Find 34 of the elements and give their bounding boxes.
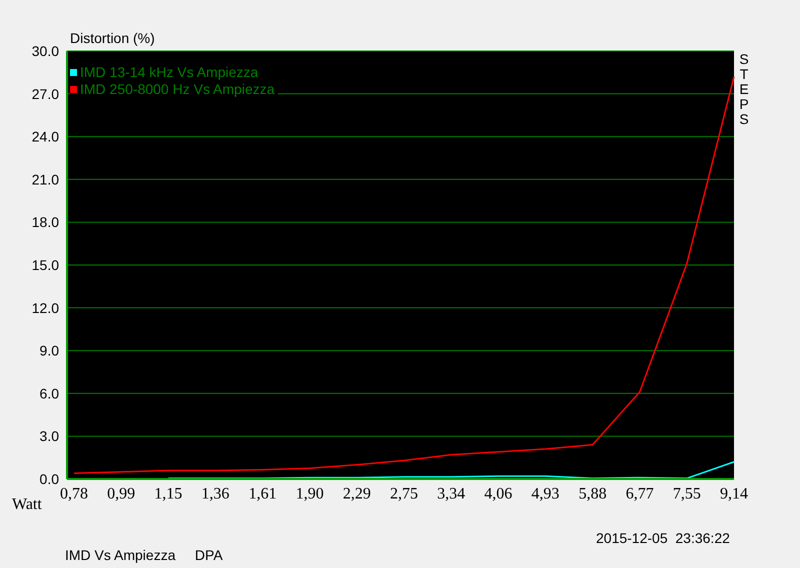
x-tick-label: 0,78	[60, 485, 88, 502]
x-tick-label: 9,14	[720, 485, 748, 502]
x-tick-label: 2,29	[342, 485, 371, 502]
y-tick-label: 21.0	[32, 171, 60, 188]
legend-label: IMD 250-8000 Hz Vs Ampiezza	[80, 81, 275, 98]
x-tick-label: 1,36	[201, 485, 230, 502]
x-tick-label: 1,90	[296, 485, 324, 502]
x-tick-label: 1,15	[154, 485, 182, 502]
text: 2015-12-05 23:36:22	[596, 530, 730, 546]
y-tick-label: 9.0	[40, 342, 60, 359]
y-tick-label: 15.0	[32, 256, 60, 273]
y-tick-label: 12.0	[32, 300, 60, 316]
x-tick-label: 0,99	[107, 485, 136, 502]
y-tick-label: 0.0	[40, 470, 60, 487]
y-tick-label: 30.0	[32, 42, 60, 59]
x-tick-label: 7,55	[672, 485, 701, 502]
y-tick-label: 6.0	[40, 385, 60, 402]
x-tick-label: 6,77	[626, 485, 654, 502]
y-tick-label: 24.0	[32, 128, 60, 145]
x-tick-label: 5,88	[578, 485, 607, 502]
x-tick-label: 4,93	[531, 485, 560, 502]
y-tick-label: 18.0	[32, 214, 60, 230]
x-tick-label: 1,61	[248, 485, 277, 502]
text: Watt	[12, 496, 42, 514]
x-tick-label: 3,34	[437, 485, 466, 502]
text: Distortion (%)	[70, 30, 155, 46]
text: STEPS	[738, 51, 750, 127]
text: IMD Vs Ampiezza DPA	[65, 547, 223, 563]
line-series	[168, 461, 735, 479]
y-tick-label: 27.0	[32, 86, 60, 102]
x-tick-label: 4,06	[484, 485, 512, 502]
x-tick-label: 2,75	[390, 485, 418, 502]
legend-label: IMD 13-14 kHz Vs Ampiezza	[80, 64, 258, 81]
y-tick-label: 3.0	[40, 428, 60, 444]
